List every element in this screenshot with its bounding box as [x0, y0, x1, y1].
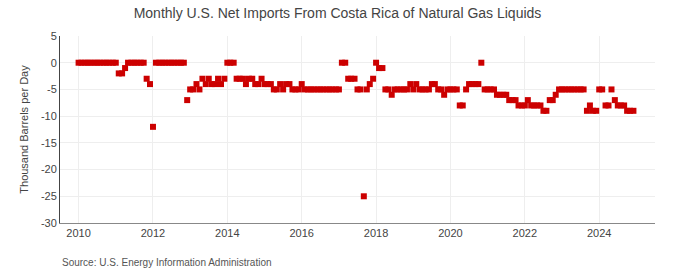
svg-text:2010: 2010	[66, 227, 90, 239]
svg-text:2016: 2016	[289, 227, 313, 239]
svg-text:2024: 2024	[587, 227, 611, 239]
svg-text:-25: -25	[41, 190, 57, 202]
svg-text:0: 0	[51, 57, 57, 69]
svg-text:Monthly U.S. Net Imports From: Monthly U.S. Net Imports From Costa Rica…	[134, 5, 542, 21]
svg-text:-15: -15	[41, 137, 57, 149]
svg-text:-5: -5	[47, 83, 57, 95]
svg-text:5: 5	[51, 30, 57, 42]
svg-text:2012: 2012	[141, 227, 165, 239]
svg-text:Thousand Barrels per Day: Thousand Barrels per Day	[18, 65, 30, 194]
svg-text:-20: -20	[41, 163, 57, 175]
svg-text:2014: 2014	[215, 227, 239, 239]
svg-text:2020: 2020	[438, 227, 462, 239]
svg-text:-30: -30	[41, 217, 57, 229]
svg-text:2022: 2022	[513, 227, 537, 239]
svg-text:2018: 2018	[364, 227, 388, 239]
svg-text:Source: U.S. Energy Informatio: Source: U.S. Energy Information Administ…	[62, 257, 272, 268]
svg-text:-10: -10	[41, 110, 57, 122]
